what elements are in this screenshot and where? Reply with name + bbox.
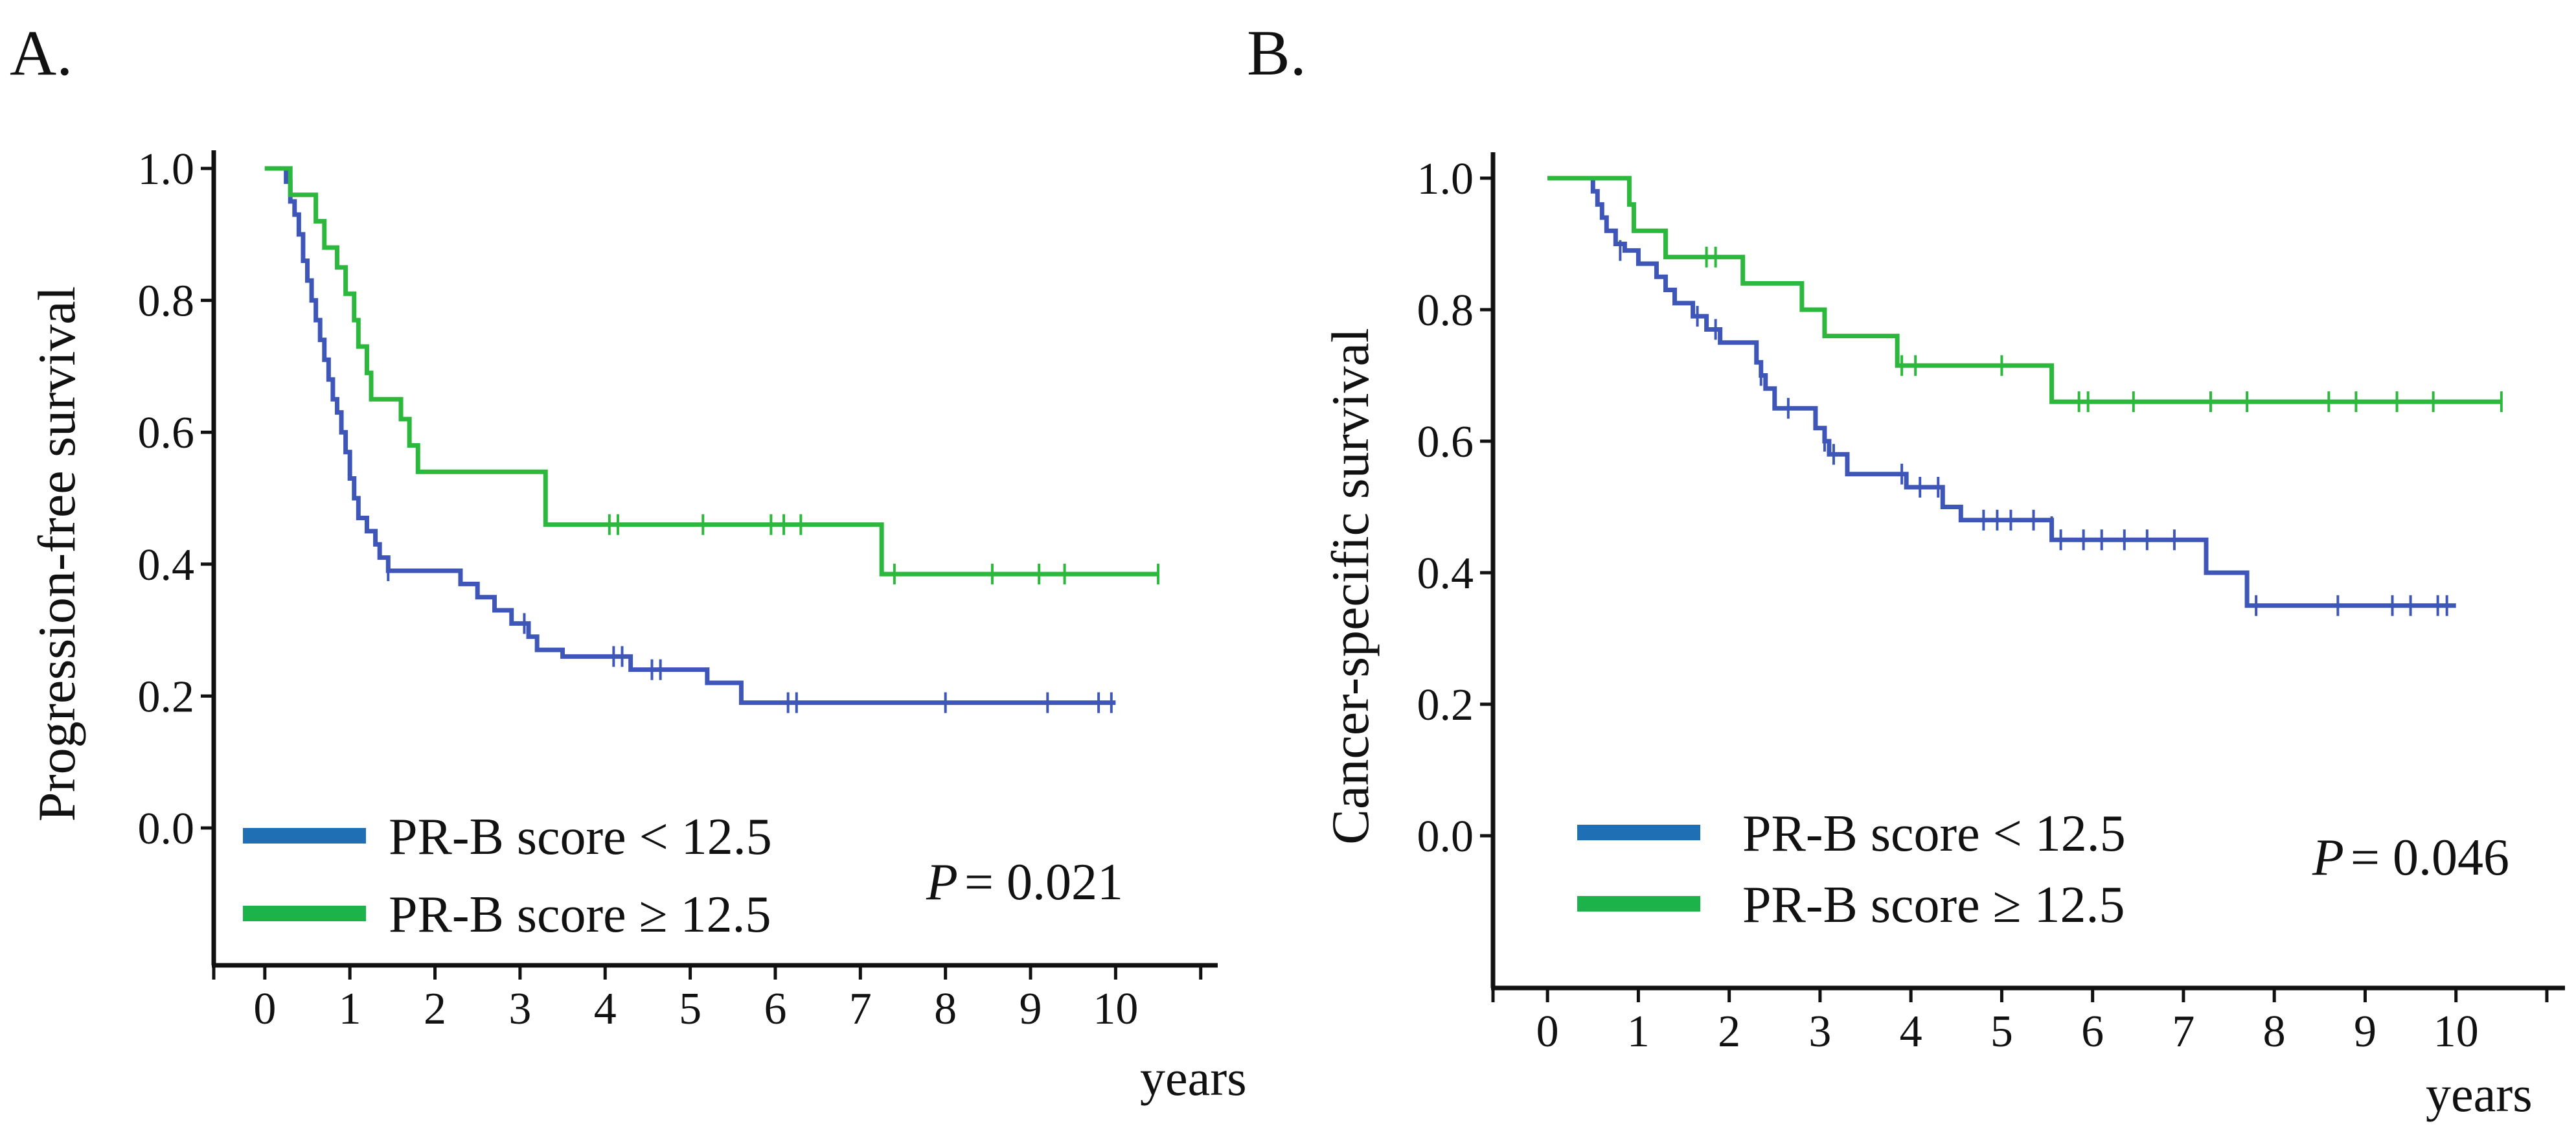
panel-a-x-tick-label: 0: [253, 984, 276, 1034]
panel-a-x-tick-label: 4: [594, 984, 617, 1034]
panel-a-y-tick-label: 0.8: [138, 277, 195, 327]
panel-b-x-tick-label: 3: [1808, 1007, 1831, 1057]
panel-a-x-tick-label: 5: [679, 984, 701, 1034]
panel-b-x-tick-label: 0: [1536, 1007, 1559, 1057]
panel-b-plot-area: 0.0 0.2 0.4 0.6 0.8 1.0 0 1 2 3 4 5 6 7 8 9 10: [1417, 152, 2565, 1057]
panel-b-y-axis-title: Cancer-specific survival: [1321, 328, 1380, 845]
panel-a-x-tick-label: 2: [424, 984, 446, 1034]
panel-b-x-tick-label: 4: [1900, 1007, 1922, 1057]
panel-b-x-tick-label: 5: [1990, 1007, 2013, 1057]
panel-b: B. Cancer-specific survival 0.0 0.2 0.4 0.6…: [1247, 17, 2565, 1122]
panel-b-legend-label-low: PR-B score < 12.5: [1742, 805, 2126, 862]
panel-b-p-symbol: P: [2312, 829, 2344, 886]
panel-b-y-tick-label: 0.8: [1417, 286, 1474, 336]
panel-a-curve-low: [264, 166, 1116, 706]
panel-b-y-tick-label: 0.4: [1417, 549, 1474, 599]
panel-b-y-tick-label: 1.0: [1417, 154, 1474, 204]
panel-b-x-tick-label: 2: [1718, 1007, 1740, 1057]
panel-a-x-tick-label: 8: [934, 984, 957, 1034]
panel-a-x-tick-label: 7: [849, 984, 872, 1034]
panel-a-curve-high: [264, 166, 1159, 577]
panel-b-curve-low: [1547, 176, 2456, 608]
panel-a-y-tick-label: 1.0: [138, 144, 195, 194]
panel-a-p-symbol: P: [926, 854, 958, 911]
panel-b-y-tick-label: 0.0: [1417, 812, 1474, 862]
panel-a-x-tick-label: 6: [764, 984, 786, 1034]
panel-b-y-tick-label: 0.2: [1417, 680, 1474, 730]
panel-a-x-tick-label: 9: [1020, 984, 1042, 1034]
panel-a-y-tick-label: 0.2: [138, 672, 195, 722]
panel-a-x-tick-label: 10: [1093, 984, 1138, 1034]
panel-b-p-text: = 0.046: [2351, 829, 2509, 886]
panel-a-legend-label-high: PR-B score ≥ 12.5: [389, 886, 771, 943]
panel-a-p-value: P = 0.021: [926, 854, 1123, 911]
panel-a-x-tick-label: 1: [339, 984, 361, 1034]
panel-a-x-tick-label: 3: [508, 984, 531, 1034]
panel-a-label: A.: [10, 17, 73, 89]
panel-b-x-tick-label: 6: [2081, 1007, 2104, 1057]
panel-a-x-axis-title: years: [1140, 1050, 1247, 1106]
panel-a-y-axis-title: Progression-free survival: [27, 286, 86, 822]
panel-b-x-axis-title: years: [2426, 1066, 2533, 1122]
panel-b-p-value: P = 0.046: [2312, 829, 2509, 886]
panel-a-y-tick-label: 0.4: [138, 540, 195, 590]
panel-b-x-tick-label: 10: [2434, 1007, 2479, 1057]
panel-a-p-text: = 0.021: [964, 854, 1123, 911]
panel-b-y-tick-label: 0.6: [1417, 417, 1474, 467]
panel-a-legend: PR-B score < 12.5 PR-B score ≥ 12.5: [243, 809, 772, 943]
panel-b-curve-high: [1547, 176, 2502, 404]
panel-b-x-tick-label: 9: [2354, 1007, 2377, 1057]
panel-a-legend-label-low: PR-B score < 12.5: [389, 809, 772, 866]
panel-a-y-tick-label: 0.6: [138, 408, 195, 458]
panel-a-y-tick-label: 0.0: [138, 804, 195, 854]
panel-b-legend: PR-B score < 12.5 PR-B score ≥ 12.5: [1577, 805, 2126, 934]
panel-b-x-tick-label: 8: [2263, 1007, 2286, 1057]
panel-b-label: B.: [1247, 17, 1306, 89]
panel-b-legend-label-high: PR-B score ≥ 12.5: [1742, 877, 2125, 934]
panel-a-plot-area: 0.0 0.2 0.4 0.6 0.8 1.0 0 1 2 3 4 5 6 7 8 9 10: [138, 144, 1218, 1034]
panel-b-x-tick-label: 1: [1627, 1007, 1650, 1057]
panel-b-x-tick-label: 7: [2172, 1007, 2194, 1057]
panel-a: A. Progression-free survival 0.00.20.40.…: [10, 17, 1247, 1106]
